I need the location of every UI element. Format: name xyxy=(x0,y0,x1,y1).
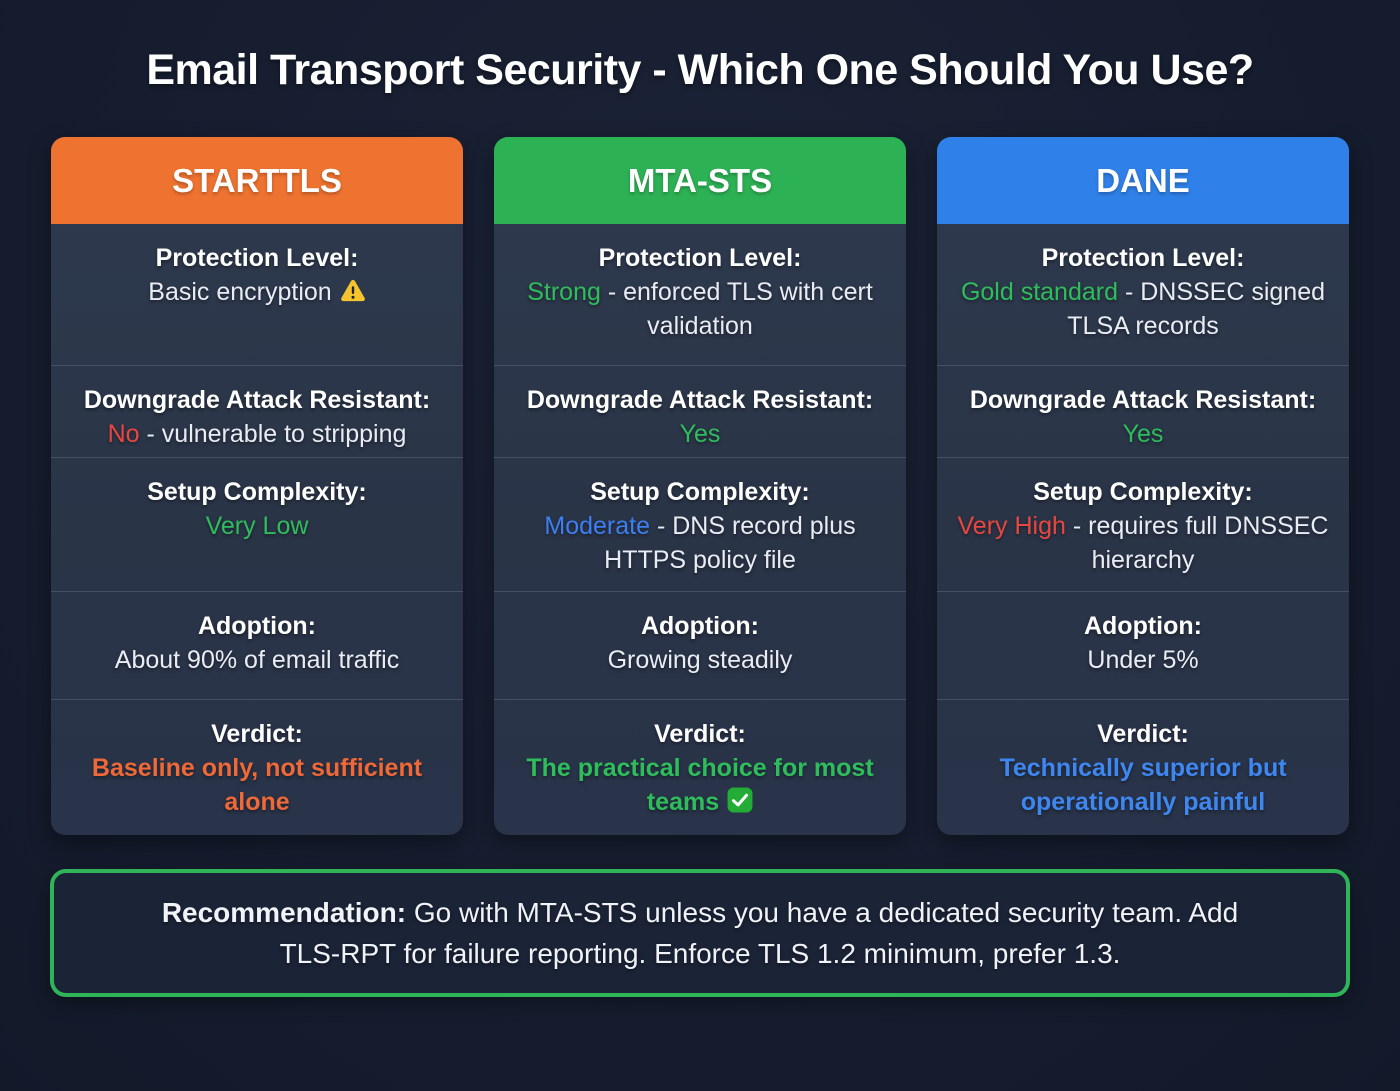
card-dane-header: DANE xyxy=(937,137,1349,224)
mta-sts-adoption-row: Adoption: Growing steadily xyxy=(494,591,906,699)
dane-adoption-row: Adoption: Under 5% xyxy=(937,591,1349,699)
starttls-verdict-row: Verdict: Baseline only, not sufficient a… xyxy=(51,699,463,835)
row-value: Growing steadily xyxy=(607,646,793,674)
row-label: Adoption: xyxy=(1083,612,1202,640)
card-mta-sts: MTA-STS Protection Level: Strong - enfor… xyxy=(494,137,906,835)
card-starttls-header: STARTTLS xyxy=(51,137,463,224)
row-label: Protection Level: xyxy=(1041,244,1245,272)
row-value: Gold standard - DNSSEC signed TLSA recor… xyxy=(960,278,1326,340)
recommendation-text: Recommendation: Go with MTA-STS unless y… xyxy=(161,897,1239,969)
row-value: About 90% of email traffic xyxy=(114,646,400,674)
row-value: The practical choice for most teams xyxy=(512,751,888,822)
dane-complexity-row: Setup Complexity: Very High - requires f… xyxy=(937,457,1349,591)
row-value: Baseline only, not sufficient alone xyxy=(91,754,423,816)
row-label: Verdict: xyxy=(1097,720,1189,748)
row-value: Yes xyxy=(1122,420,1164,448)
row-value: Basic encryption xyxy=(148,275,365,312)
starttls-complexity-row: Setup Complexity: Very Low xyxy=(51,457,463,591)
row-label: Setup Complexity: xyxy=(147,478,367,506)
row-label: Downgrade Attack Resistant: xyxy=(969,386,1317,414)
card-dane: DANE Protection Level: Gold standard - D… xyxy=(937,137,1349,835)
row-value: No - vulnerable to stripping xyxy=(107,420,407,448)
row-value: Yes xyxy=(679,420,721,448)
recommendation-banner: Recommendation: Go with MTA-STS unless y… xyxy=(50,869,1350,997)
comparison-cards: STARTTLS Protection Level: Basic encrypt… xyxy=(0,137,1400,835)
row-label: Verdict: xyxy=(654,720,746,748)
row-label: Downgrade Attack Resistant: xyxy=(83,386,431,414)
mta-sts-complexity-row: Setup Complexity: Moderate - DNS record … xyxy=(494,457,906,591)
mta-sts-verdict-row: Verdict: The practical choice for most t… xyxy=(494,699,906,835)
dane-verdict-row: Verdict: Technically superior but operat… xyxy=(937,699,1349,835)
row-value: Very Low xyxy=(205,512,309,540)
row-value: Technically superior but operationally p… xyxy=(999,754,1287,816)
row-label: Verdict: xyxy=(211,720,303,748)
starttls-protection-row: Protection Level: Basic encryption xyxy=(51,224,463,365)
starttls-adoption-row: Adoption: About 90% of email traffic xyxy=(51,591,463,699)
row-value: Strong - enforced TLS with cert validati… xyxy=(527,278,873,340)
starttls-downgrade-row: Downgrade Attack Resistant: No - vulnera… xyxy=(51,365,463,457)
row-value: Under 5% xyxy=(1087,646,1199,674)
row-label: Protection Level: xyxy=(598,244,802,272)
check-icon xyxy=(727,787,753,822)
recommendation-label: Recommendation: xyxy=(161,897,407,928)
mta-sts-protection-row: Protection Level: Strong - enforced TLS … xyxy=(494,224,906,365)
card-mta-sts-header: MTA-STS xyxy=(494,137,906,224)
row-label: Adoption: xyxy=(197,612,316,640)
mta-sts-downgrade-row: Downgrade Attack Resistant: Yes xyxy=(494,365,906,457)
row-value: Very High - requires full DNSSEC hierarc… xyxy=(957,512,1329,574)
warning-icon xyxy=(340,278,366,312)
row-label: Setup Complexity: xyxy=(1033,478,1253,506)
card-starttls: STARTTLS Protection Level: Basic encrypt… xyxy=(51,137,463,835)
dane-protection-row: Protection Level: Gold standard - DNSSEC… xyxy=(937,224,1349,365)
page-title: Email Transport Security - Which One Sho… xyxy=(146,46,1254,94)
row-label: Adoption: xyxy=(640,612,759,640)
dane-downgrade-row: Downgrade Attack Resistant: Yes xyxy=(937,365,1349,457)
row-label: Downgrade Attack Resistant: xyxy=(526,386,874,414)
row-label: Protection Level: xyxy=(155,244,359,272)
row-value: Moderate - DNS record plus HTTPS policy … xyxy=(544,512,856,574)
row-label: Setup Complexity: xyxy=(590,478,810,506)
